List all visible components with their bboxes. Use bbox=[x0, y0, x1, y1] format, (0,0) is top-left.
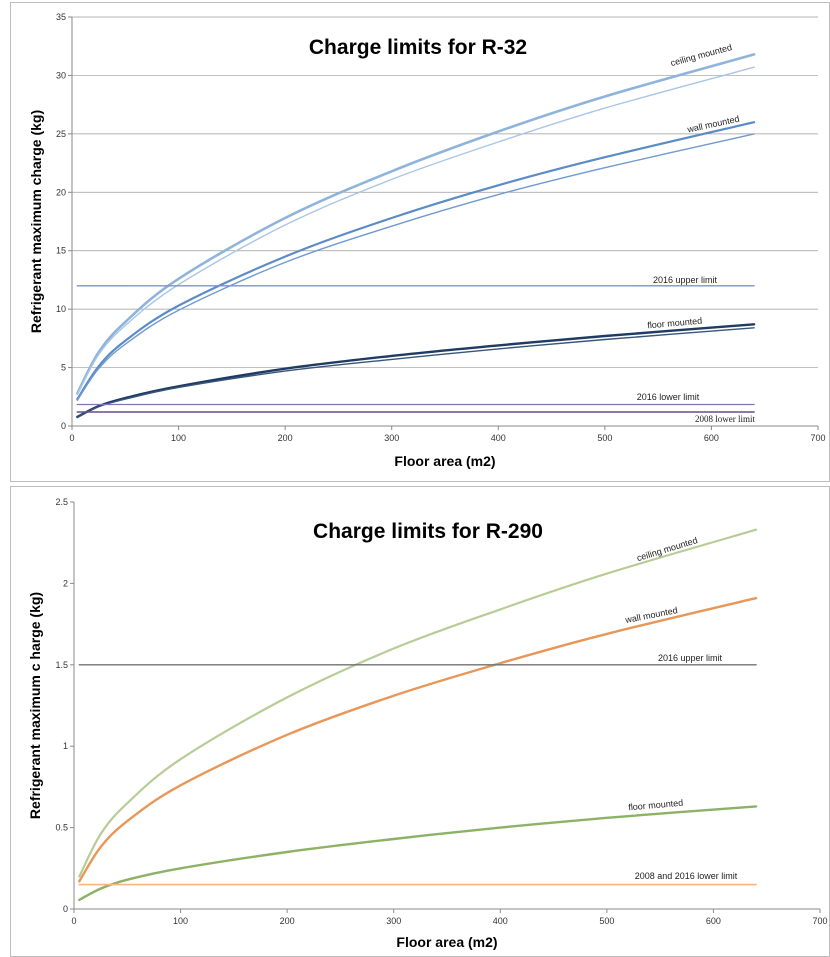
y-tick-label: 0 bbox=[63, 904, 68, 914]
series-line bbox=[78, 805, 758, 902]
y-tick-label: 15 bbox=[56, 246, 66, 256]
series-line bbox=[76, 133, 755, 401]
series-line bbox=[76, 327, 755, 419]
y-axis-label: Refrigerant maximum charge (kg) bbox=[28, 110, 44, 333]
y-tick-label: 25 bbox=[56, 129, 66, 139]
x-tick-label: 700 bbox=[812, 916, 827, 926]
series-line bbox=[78, 528, 758, 878]
x-tick-label: 100 bbox=[173, 916, 188, 926]
x-tick-label: 0 bbox=[71, 916, 76, 926]
x-tick-label: 200 bbox=[280, 916, 295, 926]
x-tick-label: 300 bbox=[386, 916, 401, 926]
y-tick-label: 5 bbox=[61, 363, 66, 373]
annotation-label: 2016 upper limit bbox=[658, 653, 723, 663]
y-axis-label: Refrigerant maximum c harge (kg) bbox=[27, 592, 43, 819]
x-tick-label: 600 bbox=[704, 433, 719, 443]
series-line bbox=[76, 66, 755, 396]
y-tick-label: 0.5 bbox=[55, 823, 68, 833]
chart-title: Charge limits for R-32 bbox=[309, 36, 527, 59]
series-line bbox=[76, 323, 756, 419]
x-tick-label: 300 bbox=[384, 433, 399, 443]
chart-panel-r32 bbox=[10, 2, 830, 482]
annotation-label: floor mounted bbox=[647, 316, 703, 331]
y-tick-label: 10 bbox=[56, 304, 66, 314]
x-tick-label: 700 bbox=[810, 433, 825, 443]
x-tick-label: 100 bbox=[171, 433, 186, 443]
x-tick-label: 500 bbox=[597, 433, 612, 443]
x-tick-label: 400 bbox=[493, 916, 508, 926]
chart-title: Charge limits for R-290 bbox=[313, 520, 543, 543]
series-line bbox=[76, 53, 756, 395]
series-line bbox=[78, 596, 758, 883]
x-axis-label: Floor area (m2) bbox=[396, 934, 497, 950]
y-tick-label: 20 bbox=[56, 187, 66, 197]
y-tick-label: 1 bbox=[63, 741, 68, 751]
x-axis-label: Floor area (m2) bbox=[394, 453, 495, 469]
x-tick-label: 0 bbox=[69, 433, 74, 443]
x-tick-label: 400 bbox=[491, 433, 506, 443]
x-tick-label: 200 bbox=[278, 433, 293, 443]
y-tick-label: 30 bbox=[56, 70, 66, 80]
annotation-label: 2008 lower limit bbox=[695, 414, 755, 424]
annotation-label: 2016 upper limit bbox=[653, 275, 718, 285]
y-tick-label: 35 bbox=[56, 12, 66, 22]
annotation-label: floor mounted bbox=[628, 798, 684, 813]
x-tick-label: 500 bbox=[599, 916, 614, 926]
x-tick-label: 600 bbox=[706, 916, 721, 926]
annotation-label: 2008 and 2016 lower limit bbox=[635, 871, 738, 881]
annotation-label: 2016 lower limit bbox=[637, 392, 700, 402]
y-tick-label: 2.5 bbox=[55, 497, 68, 507]
y-tick-label: 0 bbox=[61, 421, 66, 431]
chart-panel-r290 bbox=[10, 486, 830, 957]
y-tick-label: 2 bbox=[63, 578, 68, 588]
series-line bbox=[76, 121, 756, 401]
y-tick-label: 1.5 bbox=[55, 660, 68, 670]
